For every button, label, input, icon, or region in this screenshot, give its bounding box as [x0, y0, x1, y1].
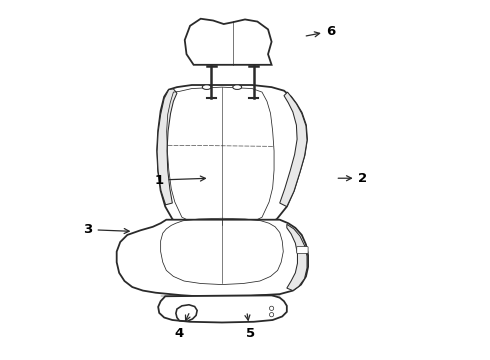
FancyBboxPatch shape [297, 247, 308, 253]
Polygon shape [176, 305, 197, 321]
Text: 4: 4 [175, 314, 190, 340]
Text: 5: 5 [245, 314, 255, 340]
Text: 6: 6 [306, 24, 336, 38]
Ellipse shape [202, 85, 211, 89]
Polygon shape [157, 89, 177, 205]
Polygon shape [185, 19, 271, 65]
Text: 3: 3 [83, 223, 129, 236]
Polygon shape [157, 85, 307, 233]
Text: 2: 2 [338, 172, 368, 185]
Polygon shape [280, 92, 307, 207]
Text: 1: 1 [154, 174, 205, 186]
Polygon shape [117, 220, 308, 298]
Polygon shape [158, 295, 287, 323]
Ellipse shape [233, 85, 242, 89]
Polygon shape [287, 224, 307, 291]
